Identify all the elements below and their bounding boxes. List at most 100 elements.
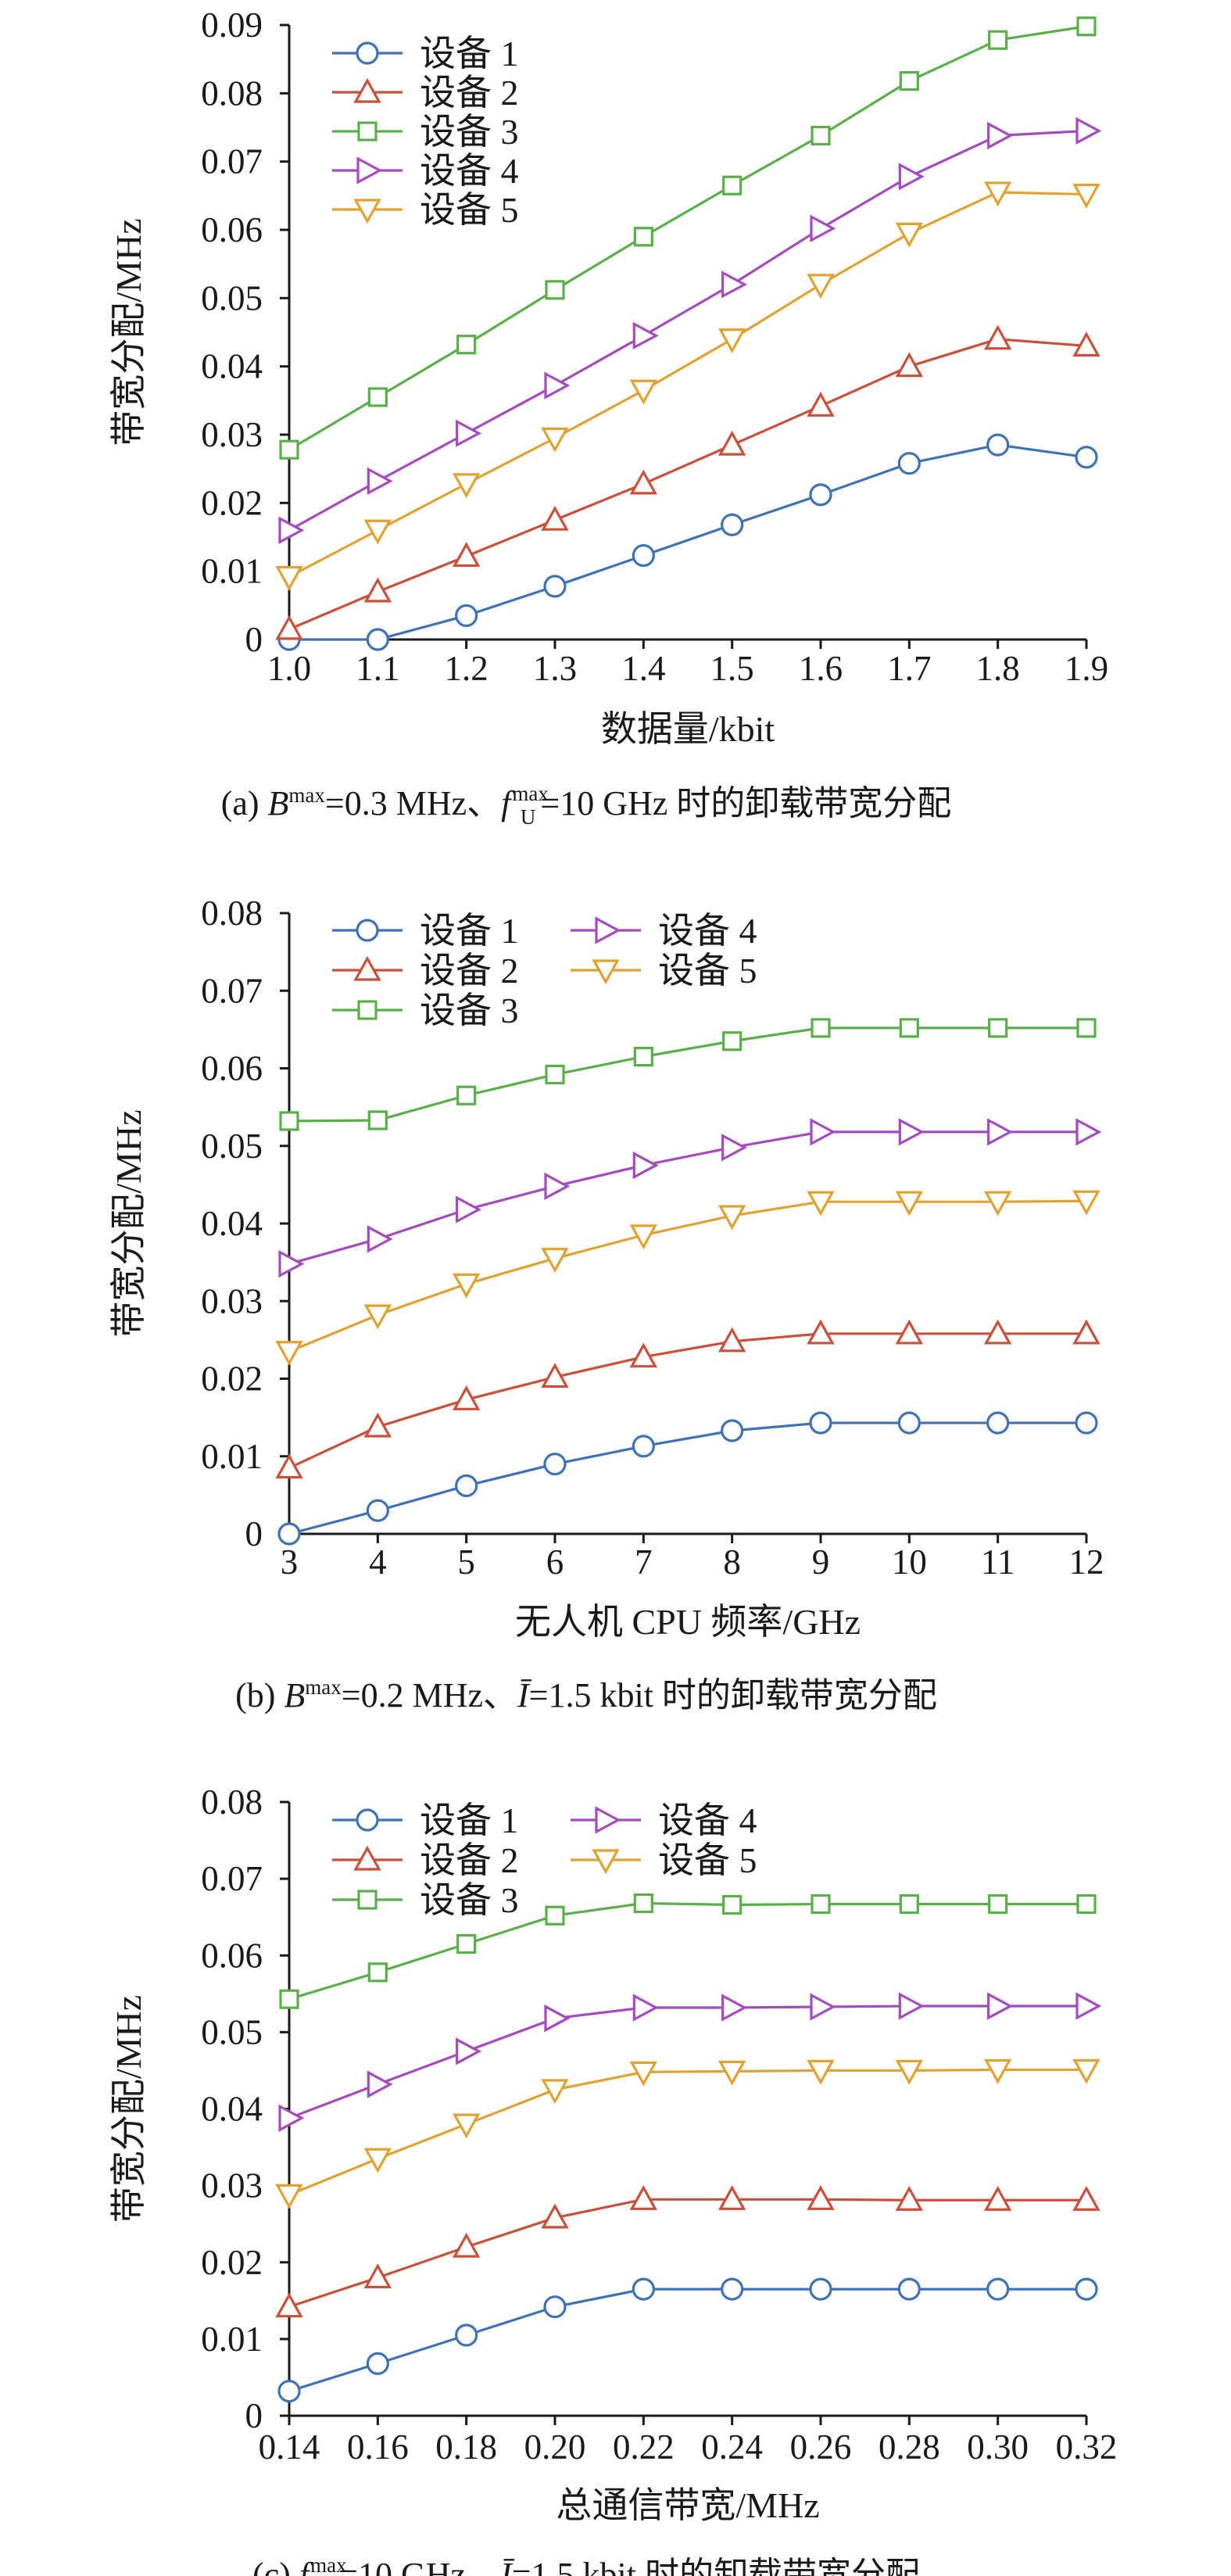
legend-marker bbox=[595, 916, 621, 944]
x-tick-label: 4 bbox=[369, 1542, 387, 1582]
x-tick-label: 0.30 bbox=[967, 2427, 1029, 2467]
data-point bbox=[279, 439, 299, 460]
data-point bbox=[456, 2037, 482, 2065]
legend-item-device-1: 设备 1 bbox=[332, 911, 519, 951]
chart-panel-1: 0 0.01 0.02 0.03 0.04 0.05 0.06 0.07 0.08 0.09 1.0… bbox=[109, 5, 1108, 829]
data-point bbox=[632, 1151, 659, 1180]
y-tick-label: 0.04 bbox=[201, 2090, 263, 2129]
x-tick-label: 6 bbox=[546, 1542, 564, 1582]
y-tick-label: 0.05 bbox=[201, 2012, 263, 2051]
data-point bbox=[1075, 1992, 1102, 2020]
data-point bbox=[1072, 1319, 1100, 1345]
data-point bbox=[632, 321, 659, 350]
y-tick-label: 0.05 bbox=[201, 1127, 263, 1166]
data-point bbox=[633, 1893, 653, 1914]
data-point bbox=[898, 1118, 925, 1146]
x-tick-label: 1.1 bbox=[356, 649, 399, 688]
data-point bbox=[983, 2058, 1012, 2084]
data-point bbox=[363, 1412, 392, 1438]
data-point bbox=[541, 427, 569, 453]
x-tick-label: 1.0 bbox=[267, 649, 311, 688]
data-point bbox=[543, 1453, 567, 1476]
data-point bbox=[278, 516, 305, 544]
series-device-3 bbox=[279, 16, 1097, 460]
data-point bbox=[1072, 2058, 1100, 2084]
data-point bbox=[367, 1225, 393, 1253]
data-point bbox=[895, 2059, 924, 2085]
data-point bbox=[983, 1191, 1012, 1216]
caption-part: =1.5 kbit 时的卸载带宽分配 bbox=[529, 1676, 937, 1714]
x-tick-label: 0.26 bbox=[790, 2427, 852, 2467]
data-point bbox=[363, 577, 392, 603]
caption-part: max bbox=[310, 2553, 347, 2576]
data-point bbox=[1076, 1893, 1097, 1915]
chart-panel-3: 0 0.01 0.02 0.03 0.04 0.05 0.06 0.07 0.08 0.14 0.1… bbox=[109, 1782, 1117, 2576]
legend-marker bbox=[592, 1849, 620, 1875]
x-tick-label: 1.6 bbox=[799, 649, 843, 688]
series-line bbox=[288, 2005, 1086, 2119]
legend-label: 设备 1 bbox=[420, 911, 519, 951]
y-tick-label: 0.01 bbox=[201, 552, 263, 591]
series-line bbox=[288, 1901, 1086, 2001]
x-tick-label: 0.16 bbox=[347, 2427, 409, 2467]
legend-item-device-5: 设备 5 bbox=[571, 1840, 757, 1880]
series-device-5 bbox=[275, 2058, 1100, 2209]
data-point bbox=[986, 1411, 1010, 1435]
data-point bbox=[363, 2263, 392, 2288]
data-point bbox=[452, 2113, 481, 2139]
data-point bbox=[629, 1342, 658, 1368]
data-point bbox=[277, 1522, 301, 1546]
data-point bbox=[721, 513, 744, 536]
x-tick-label: 0.20 bbox=[524, 2427, 586, 2467]
series-line bbox=[288, 1199, 1087, 1353]
legend-marker bbox=[592, 959, 620, 985]
figure-caption: (a) Bmax=0.3 MHz、fmax U =10 GHz 时的卸载带宽分配 bbox=[221, 782, 952, 829]
y-tick-label: 0 bbox=[245, 1514, 263, 1553]
data-point bbox=[545, 1064, 565, 1085]
data-point bbox=[807, 2184, 835, 2210]
x-tick-label: 1.9 bbox=[1065, 649, 1108, 688]
series-line bbox=[289, 443, 1087, 641]
data-point bbox=[1075, 2277, 1098, 2301]
data-point bbox=[543, 575, 567, 598]
legend-marker bbox=[353, 77, 381, 103]
legend-label: 设备 1 bbox=[420, 1800, 519, 1840]
y-tick-label: 0.01 bbox=[201, 1437, 263, 1476]
x-tick-label: 9 bbox=[812, 1542, 830, 1582]
y-tick-label: 0.03 bbox=[201, 2166, 263, 2205]
data-point bbox=[629, 1224, 658, 1250]
data-point bbox=[717, 1327, 746, 1352]
legend-item-device-4: 设备 4 bbox=[332, 151, 519, 191]
y-tick-label: 0.04 bbox=[201, 1204, 263, 1243]
series-device-5 bbox=[275, 1190, 1100, 1367]
legend-label: 设备 2 bbox=[420, 951, 519, 991]
data-point bbox=[543, 2295, 567, 2319]
data-point bbox=[456, 419, 482, 447]
data-point bbox=[633, 227, 653, 247]
series-device-1 bbox=[277, 1411, 1098, 1546]
data-point bbox=[897, 452, 921, 475]
series-device-4 bbox=[278, 1118, 1102, 1278]
x-tick-label: 1.8 bbox=[976, 649, 1020, 688]
data-point bbox=[722, 1031, 743, 1052]
series-line bbox=[288, 25, 1087, 451]
caption-part: Ī bbox=[517, 1676, 532, 1714]
figure-caption: (b) Bmax=0.2 MHz、Ī=1.5 kbit 时的卸载带宽分配 bbox=[235, 1675, 937, 1714]
caption-part: max bbox=[512, 782, 549, 805]
data-point bbox=[988, 1018, 1008, 1038]
data-point bbox=[1075, 1118, 1102, 1146]
data-point bbox=[717, 2060, 746, 2086]
x-tick-label: 0.22 bbox=[613, 2427, 675, 2467]
data-point bbox=[809, 1411, 832, 1435]
caption-part: =1.5 kbit 时的卸载带宽分配 bbox=[512, 2556, 920, 2576]
legend-label: 设备 5 bbox=[658, 951, 757, 991]
y-axis-label: 带宽分配/MHz bbox=[109, 218, 149, 446]
series-device-1 bbox=[277, 433, 1098, 651]
data-point bbox=[452, 2232, 481, 2258]
data-point bbox=[632, 1994, 659, 2022]
y-axis-label: 带宽分配/MHz bbox=[109, 1109, 149, 1337]
data-point bbox=[983, 324, 1012, 350]
caption-part: =0.3 MHz、 bbox=[325, 784, 501, 822]
data-point bbox=[895, 222, 924, 248]
